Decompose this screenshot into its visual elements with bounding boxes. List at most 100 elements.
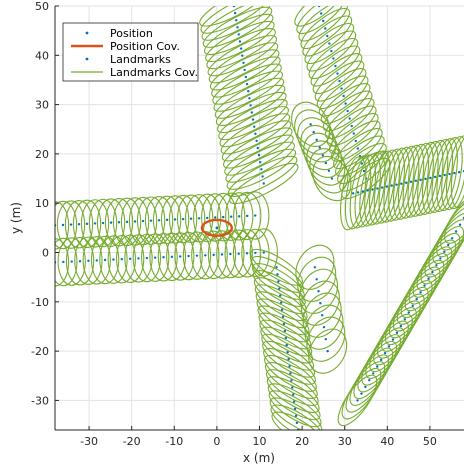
- landmark-cov-ellipse: [444, 192, 464, 244]
- landmark-point: [232, 6, 236, 8]
- landmark-point: [69, 223, 73, 226]
- landmark-cov-ellipse: [312, 53, 363, 95]
- landmark-point: [288, 365, 291, 368]
- landmark-point: [403, 318, 407, 321]
- landmark-cov-ellipse: [349, 154, 377, 229]
- landmark-point: [327, 169, 331, 173]
- landmark-point: [312, 130, 315, 134]
- landmark-cov-ellipse: [207, 230, 237, 279]
- landmark-point: [279, 294, 282, 297]
- landmark-cov-ellipse: [388, 146, 415, 221]
- landmark-point: [254, 132, 257, 135]
- landmark-cov-ellipse: [364, 151, 391, 226]
- landmark-cov-ellipse: [166, 232, 195, 281]
- landmark-point: [85, 222, 89, 226]
- landmark-cov-ellipse: [74, 236, 103, 286]
- landmark-point: [453, 171, 456, 175]
- landmark-point: [294, 414, 298, 418]
- landmark-cov-ellipse: [354, 153, 381, 228]
- landmark-point: [380, 186, 384, 189]
- landmark-point: [315, 278, 318, 281]
- landmark-point: [173, 218, 177, 221]
- landmark-point: [318, 146, 321, 149]
- landmark-point: [321, 154, 324, 157]
- legend-label: Position: [110, 27, 153, 40]
- landmark-point: [447, 243, 450, 247]
- landmark-point: [424, 177, 427, 181]
- y-tick-label: -20: [31, 345, 49, 358]
- landmark-cov-ellipse: [302, 15, 353, 57]
- x-tick-label: 0: [213, 435, 220, 448]
- landmark-point: [328, 42, 331, 45]
- landmark-cov-ellipse: [221, 120, 292, 162]
- landmark-point: [254, 251, 257, 255]
- landmark-cov-ellipse: [56, 200, 86, 249]
- landmark-cov-ellipse: [359, 152, 386, 227]
- landmark-point: [395, 331, 399, 335]
- landmark-cov-ellipse: [209, 192, 238, 242]
- landmark-point: [244, 75, 248, 79]
- landmark-cov-ellipse: [88, 198, 118, 248]
- legend-label: Landmarks Cov.: [110, 66, 198, 79]
- landmark-point: [399, 324, 403, 328]
- landmark-point: [250, 111, 254, 114]
- landmark-point: [128, 257, 132, 261]
- landmark-cov-ellipse: [296, 6, 347, 34]
- y-tick-label: 50: [35, 0, 49, 13]
- landmark-point: [324, 27, 327, 30]
- landmark-point: [256, 146, 259, 150]
- landmark-cov-ellipse: [220, 113, 291, 155]
- landmark-point: [125, 220, 129, 224]
- landmark-point: [368, 378, 371, 382]
- landmark-cov-ellipse: [107, 235, 136, 284]
- y-tick-label: 20: [35, 148, 49, 161]
- landmark-cov-ellipse: [65, 236, 95, 286]
- landmark-point: [245, 252, 249, 255]
- landmark-cov-ellipse: [211, 56, 281, 98]
- landmark-point: [295, 421, 299, 425]
- landmark-point: [255, 139, 258, 143]
- landmark-cov-ellipse: [141, 233, 170, 282]
- landmark-point: [195, 254, 199, 257]
- landmark-cov-ellipse: [199, 230, 228, 280]
- landmark-cov-ellipse: [322, 90, 373, 132]
- landmark-cov-ellipse: [271, 411, 325, 430]
- landmark-cov-ellipse: [294, 6, 344, 27]
- landmark-point: [433, 175, 437, 179]
- landmark-cov-ellipse: [306, 316, 346, 362]
- landmark-point: [278, 287, 281, 290]
- landmark-point: [187, 254, 190, 258]
- landmark-cov-ellipse: [205, 20, 275, 63]
- landmark-cov-ellipse: [431, 138, 458, 213]
- landmark-point: [360, 162, 364, 165]
- legend-box: [62, 22, 199, 82]
- landmark-point: [419, 291, 422, 294]
- landmark-point: [239, 47, 243, 50]
- landmark-point: [95, 259, 98, 262]
- landmark-cov-ellipse: [96, 198, 126, 247]
- landmark-cov-ellipse: [160, 195, 190, 244]
- landmark-cov-ellipse: [436, 137, 463, 212]
- landmark-point: [282, 322, 286, 326]
- landmark-point: [409, 180, 413, 183]
- landmark-point: [435, 264, 438, 267]
- landmark-cov-ellipse: [209, 49, 280, 91]
- landmark-point: [344, 102, 347, 105]
- landmark-point: [145, 256, 149, 260]
- landmark-point: [324, 161, 328, 165]
- landmark-cov-ellipse: [417, 140, 444, 215]
- landmark-point: [245, 82, 249, 86]
- landmark-point: [352, 192, 355, 195]
- landmark-point: [364, 385, 367, 389]
- landmark-point: [290, 379, 293, 382]
- landmark-point: [101, 221, 105, 225]
- landmark-cov-ellipse: [201, 193, 230, 242]
- landmark-point: [222, 215, 225, 219]
- landmark-point: [229, 252, 232, 256]
- landmark-point: [326, 34, 329, 38]
- landmark-point: [320, 313, 324, 317]
- landmark-point: [93, 222, 97, 225]
- landmark-point: [317, 290, 320, 293]
- landmark-cov-ellipse: [55, 237, 78, 287]
- plot-marks: [55, 6, 464, 430]
